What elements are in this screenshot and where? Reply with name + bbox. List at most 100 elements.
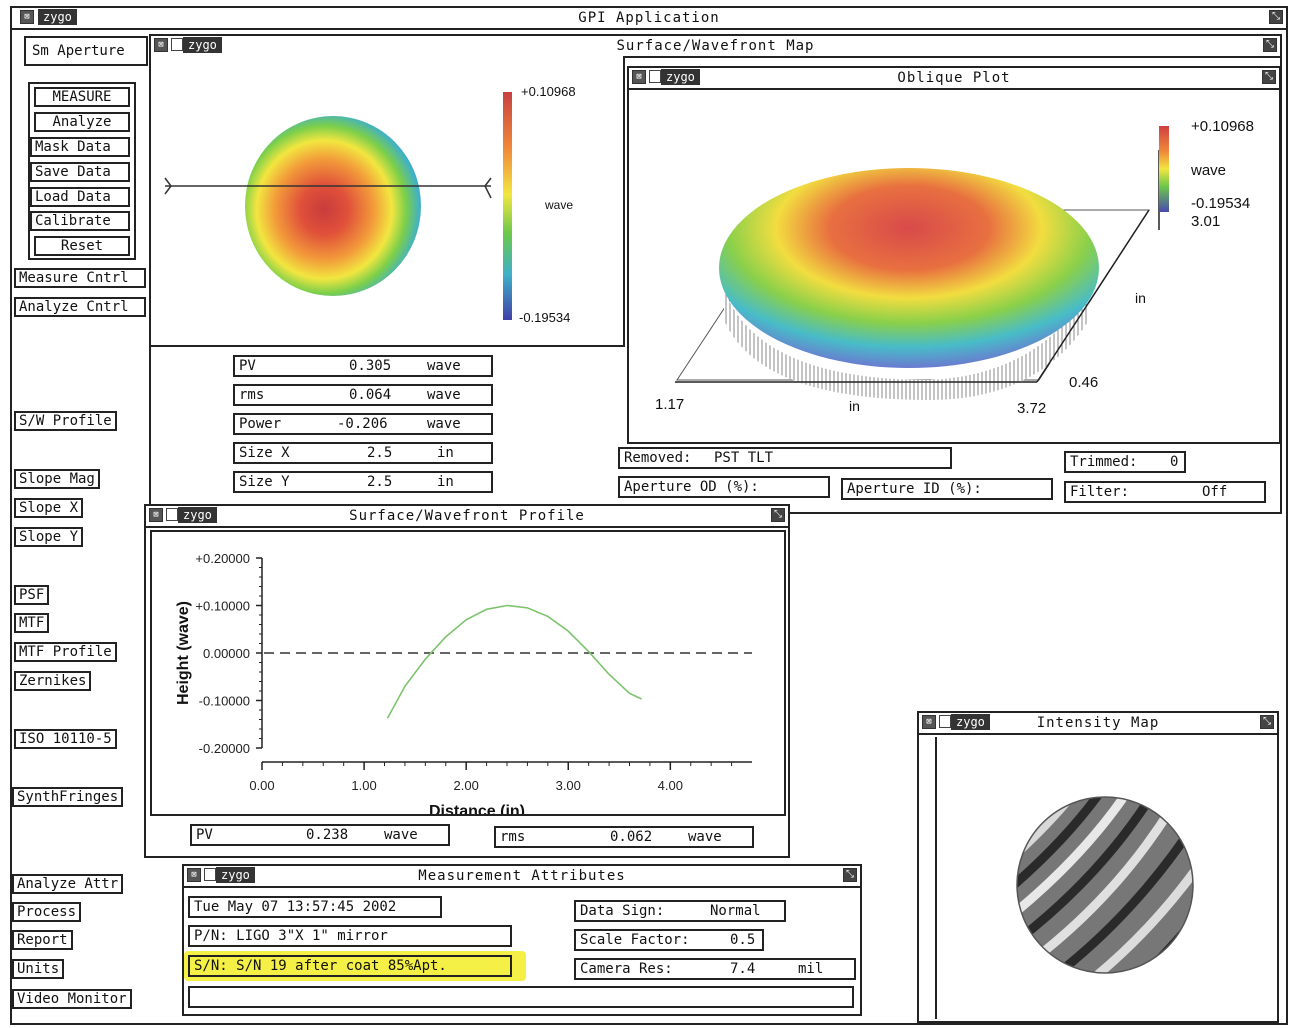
resize-icon[interactable]: ⤡ <box>1269 10 1283 24</box>
resize-icon[interactable]: ⤡ <box>1263 38 1277 52</box>
fringe-image <box>1016 796 1194 974</box>
slope-y-button[interactable]: Slope Y <box>14 527 84 547</box>
profile-line-end-marker <box>484 177 492 199</box>
filter-value: Off <box>1202 484 1228 500</box>
aperture-label: Sm Aperture <box>24 36 148 66</box>
zernikes-button[interactable]: Zernikes <box>14 671 92 691</box>
stat-value: 2.5 <box>367 445 393 461</box>
oblique-titlebar: ⊠ zygo Oblique Plot ⤡ <box>629 68 1279 90</box>
window-menu-icon[interactable]: ⊠ <box>154 38 168 52</box>
profile-rms-unit: wave <box>688 829 722 845</box>
aperture-id-field[interactable]: Aperture ID (%): <box>841 478 1053 500</box>
stat-unit: wave <box>427 416 461 432</box>
y-axis-label: Height (wave) <box>175 601 192 705</box>
stat-value: -0.206 <box>337 416 388 432</box>
y-tick-label: +0.20000 <box>195 551 250 566</box>
units-button[interactable]: Units <box>12 959 65 979</box>
stat-label: Size Y <box>239 474 290 490</box>
sw-profile-button[interactable]: S/W Profile <box>14 411 117 431</box>
measurement-titlebar: ⊠ zygo Measurement Attributes ⤡ <box>184 866 860 888</box>
process-button[interactable]: Process <box>12 902 82 922</box>
measurement-title: Measurement Attributes <box>418 868 626 884</box>
oblique-scale-unit: wave <box>1191 162 1227 179</box>
app-titlebar: ⊠ zygo GPI Application ⤡ <box>12 8 1286 30</box>
data-sign-label: Data Sign: <box>580 903 665 919</box>
resize-icon[interactable]: ⤡ <box>1262 70 1276 84</box>
profile-titlebar: ⊠ zygo Surface/Wavefront Profile ⤡ <box>146 506 788 528</box>
part-number-field[interactable]: P/N: LIGO 3"X 1" mirror <box>188 925 512 947</box>
y-tick-label: 0.00000 <box>203 646 250 661</box>
calibrate-button[interactable]: Calibrate <box>30 211 130 231</box>
x-tick-label: 1.00 <box>351 778 376 793</box>
window-box-icon <box>171 38 183 51</box>
window-menu-icon[interactable]: ⊠ <box>187 868 201 882</box>
analyze-attr-button[interactable]: Analyze Attr <box>12 874 124 894</box>
save-data-button[interactable]: Save Data <box>30 162 130 182</box>
oblique-y-min: 0.46 <box>1069 374 1099 391</box>
measure-cntrl-button[interactable]: Measure Cntrl <box>14 268 146 288</box>
resize-icon[interactable]: ⤡ <box>771 508 785 522</box>
window-menu-icon[interactable]: ⊠ <box>922 715 936 729</box>
camera-res-value: 7.4 <box>730 961 756 977</box>
zygo-logo: zygo <box>951 714 990 730</box>
x-tick-label: 2.00 <box>454 778 479 793</box>
stat-value: 0.064 <box>349 387 392 403</box>
window-menu-icon[interactable]: ⊠ <box>632 70 646 84</box>
serial-number-field[interactable]: S/N: S/N 19 after coat 85%Apt. <box>188 955 512 977</box>
trimmed-label: Trimmed: <box>1070 454 1138 470</box>
y-tick-label: -0.10000 <box>199 694 250 709</box>
oblique-x-unit: in <box>849 398 860 414</box>
removed-field: Removed: PST TLT <box>618 447 952 469</box>
resize-icon[interactable]: ⤡ <box>1260 715 1274 729</box>
window-menu-icon[interactable]: ⊠ <box>20 10 34 24</box>
date-field: Tue May 07 13:57:45 2002 <box>188 896 442 918</box>
stat-rms-field: rms 0.064 wave <box>233 384 493 406</box>
stat-unit: wave <box>427 358 461 374</box>
scale-factor-value: 0.5 <box>730 932 756 948</box>
resize-icon[interactable]: ⤡ <box>843 868 857 882</box>
data-sign-field: Data Sign: Normal <box>574 900 786 922</box>
measure-button[interactable]: MEASURE <box>34 87 130 107</box>
mtf-button[interactable]: MTF <box>14 613 50 633</box>
synthfringes-button[interactable]: SynthFringes <box>12 787 124 807</box>
trimmed-field: Trimmed: 0 <box>1064 451 1186 473</box>
surface-map-titlebar: ⊠ zygo Surface/Wavefront Map ⤡ <box>151 36 1280 58</box>
zygo-logo: zygo <box>183 37 222 53</box>
aperture-od-field[interactable]: Aperture OD (%): <box>618 476 830 498</box>
psf-button[interactable]: PSF <box>14 585 50 605</box>
stat-label: Power <box>239 416 282 432</box>
reset-button[interactable]: Reset <box>34 236 130 256</box>
x-tick-label: 4.00 <box>658 778 683 793</box>
y-tick-label: +0.10000 <box>195 599 250 614</box>
filter-label: Filter: <box>1070 484 1130 500</box>
slope-mag-button[interactable]: Slope Mag <box>14 469 100 489</box>
stat-pv-field: PV 0.305 wave <box>233 355 493 377</box>
profile-chart: +0.20000 +0.10000 0.00000 -0.10000 -0.20000 0… <box>175 551 752 820</box>
iso-10110-5-button[interactable]: ISO 10110-5 <box>14 729 117 749</box>
trimmed-value: 0 <box>1170 454 1179 470</box>
app-title: GPI Application <box>578 10 720 26</box>
profile-pv-label: PV <box>196 827 213 843</box>
video-monitor-button[interactable]: Video Monitor <box>12 989 132 1009</box>
slope-x-button[interactable]: Slope X <box>14 498 84 518</box>
mask-data-button[interactable]: Mask Data <box>30 137 130 157</box>
camera-res-unit: mil <box>798 961 824 977</box>
load-data-button[interactable]: Load Data <box>30 187 130 207</box>
intensity-title: Intensity Map <box>1036 715 1160 731</box>
report-button[interactable]: Report <box>12 930 73 950</box>
camera-res-field: Camera Res: 7.4 mil <box>574 958 856 980</box>
analyze-cntrl-button[interactable]: Analyze Cntrl <box>14 297 146 317</box>
profile-pv-unit: wave <box>384 827 418 843</box>
window-box-icon <box>649 70 661 83</box>
measure-button-group: MEASURE Analyze Mask Data Save Data Load… <box>28 82 136 260</box>
profile-rms-label: rms <box>500 829 526 845</box>
analyze-button[interactable]: Analyze <box>34 112 130 132</box>
window-menu-icon[interactable]: ⊠ <box>149 508 163 522</box>
mtf-profile-button[interactable]: MTF Profile <box>14 642 117 662</box>
profile-window: ⊠ zygo Surface/Wavefront Profile ⤡ +0.20… <box>144 504 790 858</box>
color-scale-bar <box>503 92 512 320</box>
notes-field[interactable] <box>188 986 854 1008</box>
stat-power-field: Power -0.206 wave <box>233 413 493 435</box>
scale-min-label: -0.19534 <box>519 310 571 325</box>
data-sign-value: Normal <box>710 903 761 919</box>
